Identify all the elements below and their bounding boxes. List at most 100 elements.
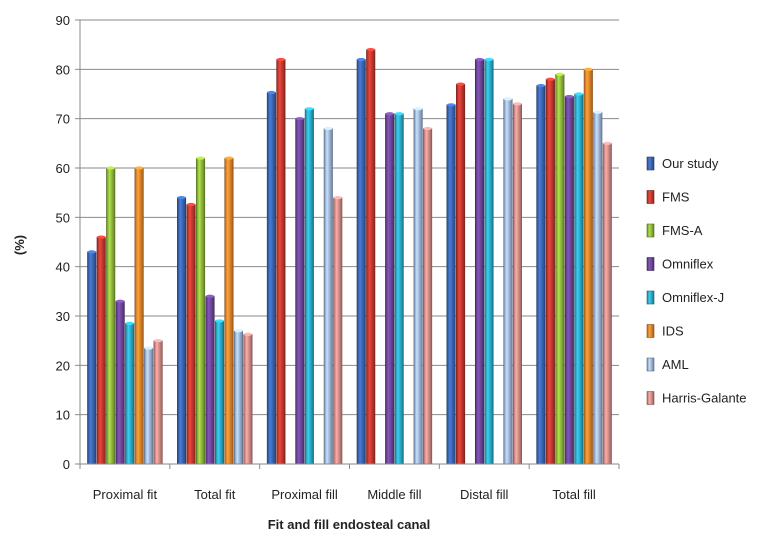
bar-top (456, 82, 465, 86)
bar (295, 118, 305, 465)
bar-top (134, 166, 144, 170)
bar-top (125, 321, 134, 325)
bar (512, 103, 522, 465)
legend-label: Omniflex-J (662, 290, 724, 305)
bar (555, 73, 565, 465)
bar-top (267, 90, 276, 95)
bar (574, 93, 584, 465)
bar (224, 157, 234, 465)
bar-top (593, 110, 603, 114)
bar (214, 320, 225, 465)
bar-top (106, 166, 115, 170)
bar-top (475, 57, 484, 62)
bar (87, 251, 97, 465)
legend-label: FMS-A (662, 223, 703, 238)
legend-swatch (646, 257, 655, 271)
bar (474, 59, 485, 465)
bar (177, 197, 187, 465)
bar (125, 323, 135, 465)
y-tick-label: 70 (56, 112, 70, 127)
bar (583, 69, 593, 465)
bar-top (177, 196, 186, 200)
bar-top (423, 126, 432, 131)
legend-swatch (646, 324, 655, 338)
x-category-label: Middle fill (367, 487, 421, 502)
bar-top (153, 339, 163, 343)
legend-swatch (646, 290, 655, 305)
bar (564, 96, 574, 465)
grid-lines (80, 19, 619, 465)
bar-top (333, 196, 342, 200)
x-category-label: Proximal fit (93, 487, 158, 502)
bar-top (295, 117, 305, 121)
bar (593, 111, 603, 465)
bar (323, 128, 333, 465)
bar-top (305, 107, 314, 111)
y-tick-label: 30 (56, 309, 70, 324)
bar (96, 236, 106, 465)
bar-top (555, 72, 565, 76)
y-axis-title: (%) (12, 235, 27, 255)
x-category-label: Distal fill (460, 487, 509, 502)
bar-top (513, 102, 522, 106)
bar-top (243, 332, 253, 336)
bar-top (574, 92, 584, 96)
bar-top (603, 141, 612, 145)
y-tick-label: 90 (56, 13, 70, 28)
bar (134, 167, 144, 465)
bar (266, 92, 276, 465)
bar-top (366, 48, 375, 52)
bar (153, 340, 163, 465)
bar (545, 78, 555, 465)
bar-top (87, 250, 96, 254)
y-tick-label: 10 (56, 408, 70, 423)
bar-top (196, 156, 205, 160)
y-tick-label: 20 (56, 358, 70, 373)
bar-top (446, 103, 456, 107)
bar-top (224, 156, 234, 160)
legend-label: AML (662, 357, 689, 372)
legend-label: IDS (662, 324, 684, 339)
bar-top (565, 94, 574, 99)
bar (276, 59, 286, 465)
bar (423, 128, 433, 465)
legend-label: Omniflex (662, 257, 714, 272)
legend-swatch (646, 391, 655, 405)
bar-top (215, 319, 224, 323)
bar (195, 157, 206, 465)
bar (356, 59, 366, 465)
bar-top (357, 57, 366, 62)
bar-top (115, 299, 125, 303)
bar-top (484, 57, 494, 62)
bar (106, 167, 116, 465)
bar (333, 197, 343, 465)
bar (394, 113, 404, 465)
y-tick-label: 80 (56, 62, 70, 77)
bar-top (503, 97, 513, 101)
bar-top (413, 107, 423, 111)
bar (233, 330, 243, 465)
x-category-label: Proximal fill (271, 487, 338, 502)
bar (115, 300, 125, 465)
bar (602, 143, 612, 465)
bar (144, 347, 154, 465)
y-tick-label: 60 (56, 161, 70, 176)
y-tick-label: 50 (56, 210, 70, 225)
bar-top (546, 77, 555, 81)
y-tick-label: 0 (63, 457, 70, 472)
bar (484, 59, 494, 465)
bar (304, 108, 314, 465)
bar (446, 104, 456, 465)
legend: Our study FMS FMS-A Omniflex Omniflex-J IDS AM… (646, 156, 747, 406)
bar-top (536, 84, 546, 88)
bar (205, 295, 215, 465)
bar (456, 83, 466, 465)
legend-label: Our study (662, 156, 719, 171)
axes: 0 10 20 30 40 50 60 70 80 90 Proximal fit Total fit… (56, 13, 620, 502)
y-tick-label: 40 (56, 260, 70, 275)
bar (536, 85, 546, 465)
bar (186, 204, 196, 465)
bar-top (144, 346, 153, 350)
